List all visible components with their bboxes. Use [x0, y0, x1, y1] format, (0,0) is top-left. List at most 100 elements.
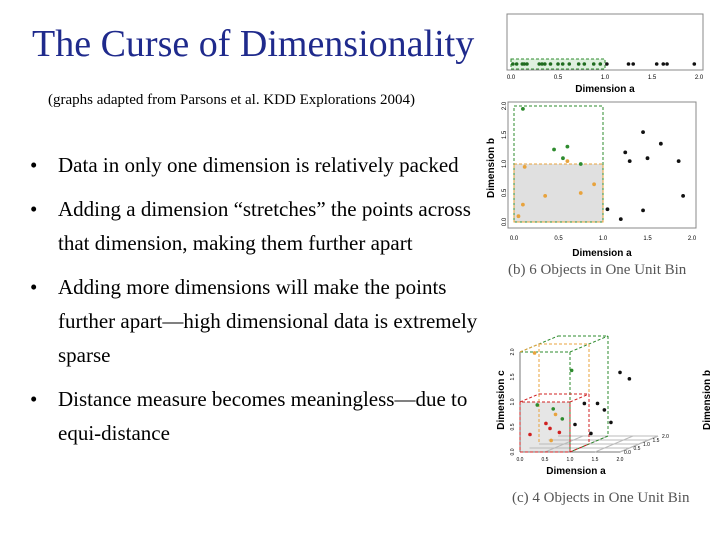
data-point	[528, 432, 532, 437]
plot-frame	[507, 101, 697, 229]
data-point	[560, 417, 565, 421]
data-point	[522, 62, 526, 66]
chart-2d: Dimension a Dimension b 0.0 0.5 1.0 1.5 2.0 0…	[486, 101, 697, 258]
data-point	[576, 62, 581, 66]
z-tick-label: 0.5	[634, 446, 641, 452]
data-point	[618, 217, 623, 221]
data-point	[543, 62, 547, 66]
chart-3d: Dimension a Dimension c Dimension b 0.0 0…	[496, 335, 713, 477]
data-point	[532, 351, 537, 355]
data-point	[602, 408, 607, 412]
bullet-item: • Distance measure becomes meaningless—du…	[30, 382, 485, 450]
data-point	[516, 214, 521, 219]
data-point	[692, 62, 697, 66]
data-point	[540, 62, 544, 66]
x-tick-label: 1.0	[567, 457, 574, 463]
y-tick-label: 0.5	[510, 423, 516, 430]
y-tick-label: 0.0	[510, 448, 516, 455]
data-point	[537, 62, 541, 66]
data-point	[544, 421, 548, 426]
data-point	[598, 62, 603, 66]
bullet-item: • Data in only one dimension is relativel…	[30, 148, 485, 182]
x-tick-label: 2.0	[695, 75, 704, 81]
chart-caption-b: (b) 6 Objects in One Unit Bin	[508, 262, 687, 278]
unit-bin	[514, 164, 603, 222]
floor-grid-line	[594, 435, 634, 453]
x-tick-label: 0.5	[554, 236, 563, 242]
data-point	[676, 159, 681, 163]
data-point	[582, 62, 587, 66]
data-point	[591, 62, 596, 66]
data-point	[511, 62, 515, 66]
y-tick-label: 1.0	[502, 159, 508, 168]
bullet-item: • Adding more dimensions will make the po…	[30, 270, 485, 372]
slide-title: The Curse of Dimensionality	[32, 23, 475, 65]
chart-1d: Dimension a 0.0 0.5 1.0 1.5 2.0	[506, 13, 704, 95]
bullet-item: • Adding a dimension “stretches” the poin…	[30, 192, 485, 260]
data-point	[645, 156, 650, 161]
x-tick-label: 0.0	[507, 75, 516, 81]
x-tick-label: 1.5	[592, 457, 599, 463]
bullet-dot: •	[30, 275, 38, 299]
data-point	[623, 150, 628, 155]
y-axis-label: Dimension c	[496, 370, 507, 430]
bullet-text: Distance measure becomes meaningless—due…	[58, 387, 468, 445]
bin-outline-orange	[513, 163, 604, 223]
z-axis-label: Dimension b	[702, 370, 713, 430]
data-point	[609, 420, 613, 425]
floor-grid-line	[619, 435, 659, 453]
y-tick-label: 0.0	[502, 217, 508, 226]
data-point	[560, 62, 565, 66]
plot-frame	[506, 13, 704, 71]
data-point	[521, 107, 525, 111]
data-point	[595, 401, 600, 406]
data-point	[589, 431, 593, 436]
data-point	[605, 207, 610, 212]
data-point	[548, 426, 552, 431]
x-axis-label: Dimension a	[575, 84, 635, 95]
z-tick-label: 1.0	[643, 442, 650, 448]
bin-edge-red	[519, 393, 540, 403]
x-tick-label: 1.5	[648, 75, 657, 81]
bin-edge-red	[569, 393, 590, 403]
z-tick-label: 1.5	[653, 438, 660, 444]
bin-edge-red	[569, 443, 590, 453]
y-tick-label: 0.5	[502, 188, 508, 197]
data-point	[514, 62, 519, 66]
bullet-text: Adding a dimension “stretches” the point…	[58, 197, 471, 255]
data-point	[569, 368, 574, 373]
data-point	[578, 162, 583, 166]
bullet-text: Data in only one dimension is relatively…	[58, 153, 459, 177]
data-point	[549, 438, 553, 443]
y-tick-label: 2.0	[502, 101, 508, 110]
data-point	[573, 422, 577, 427]
x-tick-label: 0.5	[554, 75, 563, 81]
bullet-dot: •	[30, 387, 38, 411]
data-point	[641, 130, 645, 134]
data-point	[582, 401, 587, 406]
y-tick-label: 1.0	[510, 398, 516, 405]
x-axis-label: Dimension a	[572, 248, 632, 258]
bullet-text: Adding more dimensions will make the poi…	[58, 275, 478, 367]
data-point	[565, 144, 570, 149]
data-point	[626, 62, 631, 66]
bullet-list: • Data in only one dimension is relativel…	[30, 148, 485, 460]
chart-caption-c: (c) 4 Objects in One Unit Bin	[512, 490, 690, 506]
slide-subtitle: (graphs adapted from Parsons et al. KDD …	[48, 92, 416, 108]
data-point	[618, 370, 622, 375]
data-point	[551, 407, 556, 411]
bullet-dot: •	[30, 197, 38, 221]
data-point	[665, 62, 669, 66]
data-point	[556, 62, 560, 66]
data-point	[578, 191, 583, 195]
data-point	[654, 62, 659, 66]
data-point	[605, 62, 609, 66]
data-point	[627, 377, 632, 381]
data-point	[641, 208, 645, 213]
data-point	[658, 141, 663, 146]
data-point	[567, 62, 572, 66]
z-tick-label: 2.0	[662, 434, 669, 440]
data-point	[565, 159, 570, 163]
data-point	[592, 182, 596, 187]
data-point	[553, 412, 558, 417]
